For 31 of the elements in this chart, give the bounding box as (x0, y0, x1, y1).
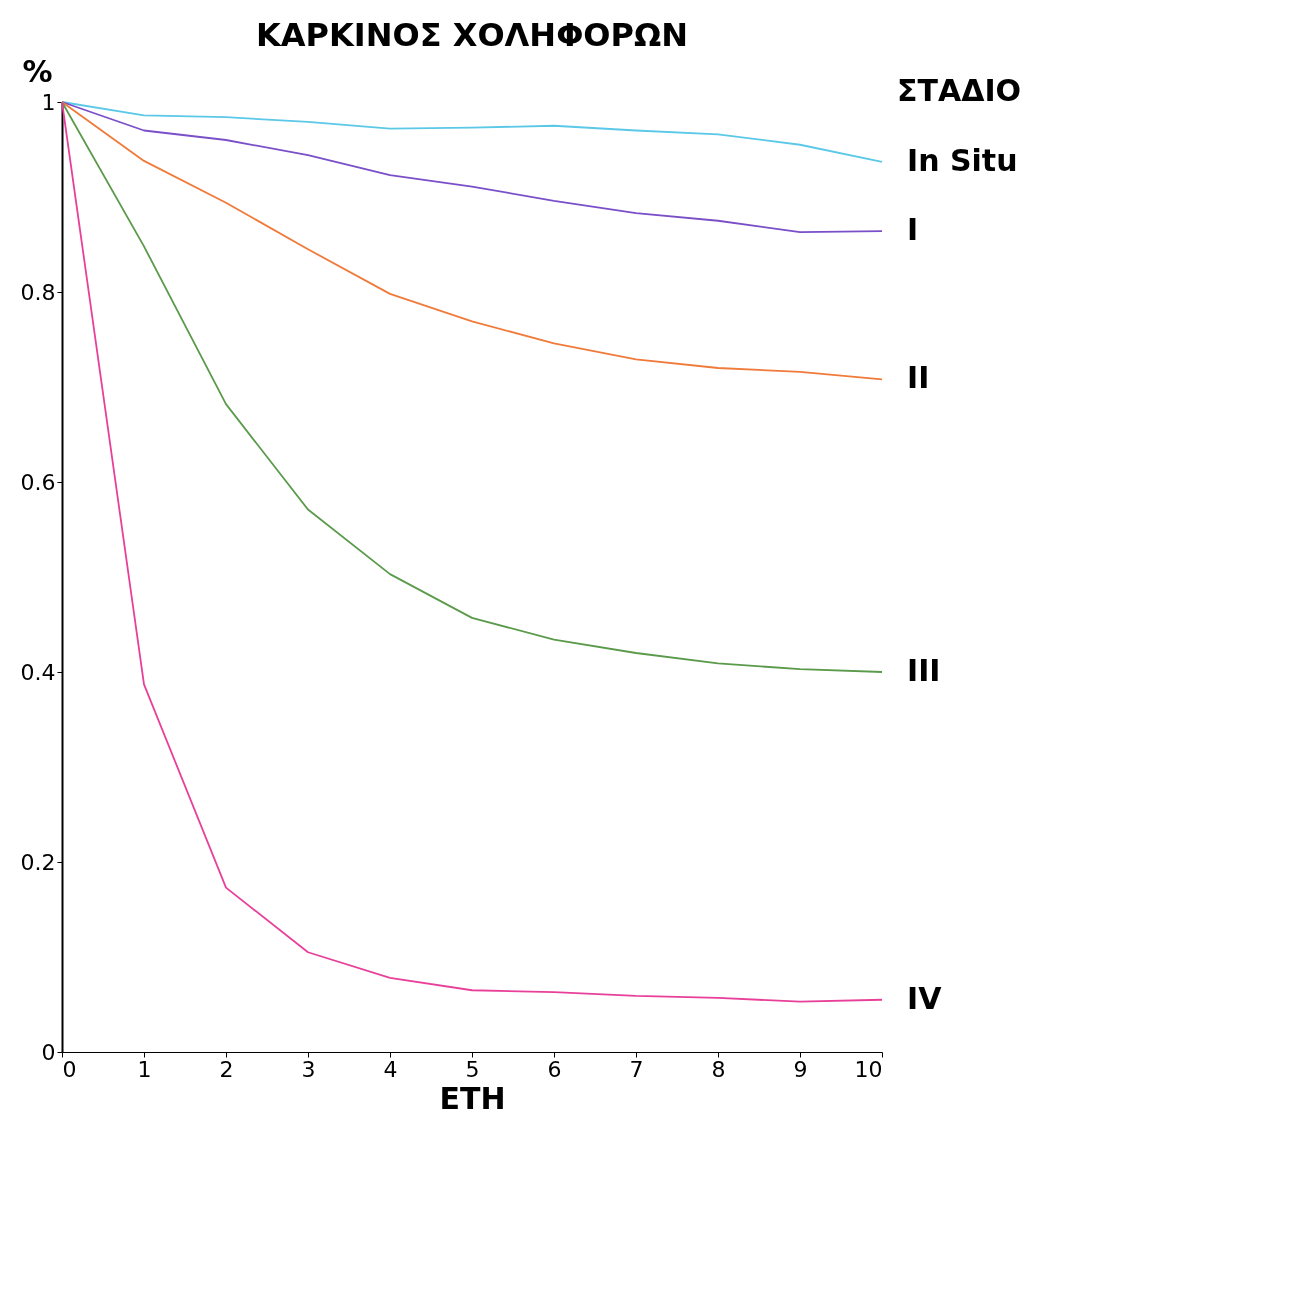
legend-title: ΣΤΑΔΙΟ (897, 73, 1022, 108)
chart-title: ΚΑΡΚΙΝΟΣ ΧΟΛΗΦΟΡΩΝ (256, 16, 688, 54)
line-series (61, 101, 883, 163)
series-label: III (907, 653, 941, 688)
x-tick-label: 7 (629, 1056, 644, 1082)
series-label: IV (907, 980, 943, 1016)
x-tick-label: 8 (711, 1056, 726, 1082)
y-tick-label: 1 (41, 89, 56, 115)
x-tick-label: 9 (793, 1056, 808, 1082)
x-tick-label: 10 (854, 1056, 883, 1082)
line-series (61, 101, 883, 234)
y-tick-label: 0 (41, 1039, 56, 1065)
x-axis-title: ΕΤΗ (439, 1080, 506, 1116)
x-tick-label: 0 (62, 1056, 77, 1082)
series-label: I (907, 212, 919, 248)
x-tick-label: 2 (219, 1056, 234, 1082)
y-tick-label: 0.8 (20, 279, 56, 305)
x-tick-label: 6 (547, 1056, 562, 1082)
series-label: In Situ (907, 142, 1018, 178)
line-series (61, 101, 883, 673)
y-tick-label: 0.2 (20, 849, 56, 875)
series-label: II (907, 360, 930, 396)
x-tick-label: 1 (137, 1056, 152, 1082)
y-tick-label: 0.6 (20, 469, 56, 495)
y-tick-label: 0.4 (20, 659, 56, 685)
line-series (61, 101, 883, 381)
x-tick-label: 5 (465, 1056, 480, 1082)
x-tick-label: 3 (301, 1056, 316, 1082)
line-series (61, 101, 883, 1003)
y-axis-title: % (22, 53, 53, 89)
x-tick-label: 4 (383, 1056, 398, 1082)
